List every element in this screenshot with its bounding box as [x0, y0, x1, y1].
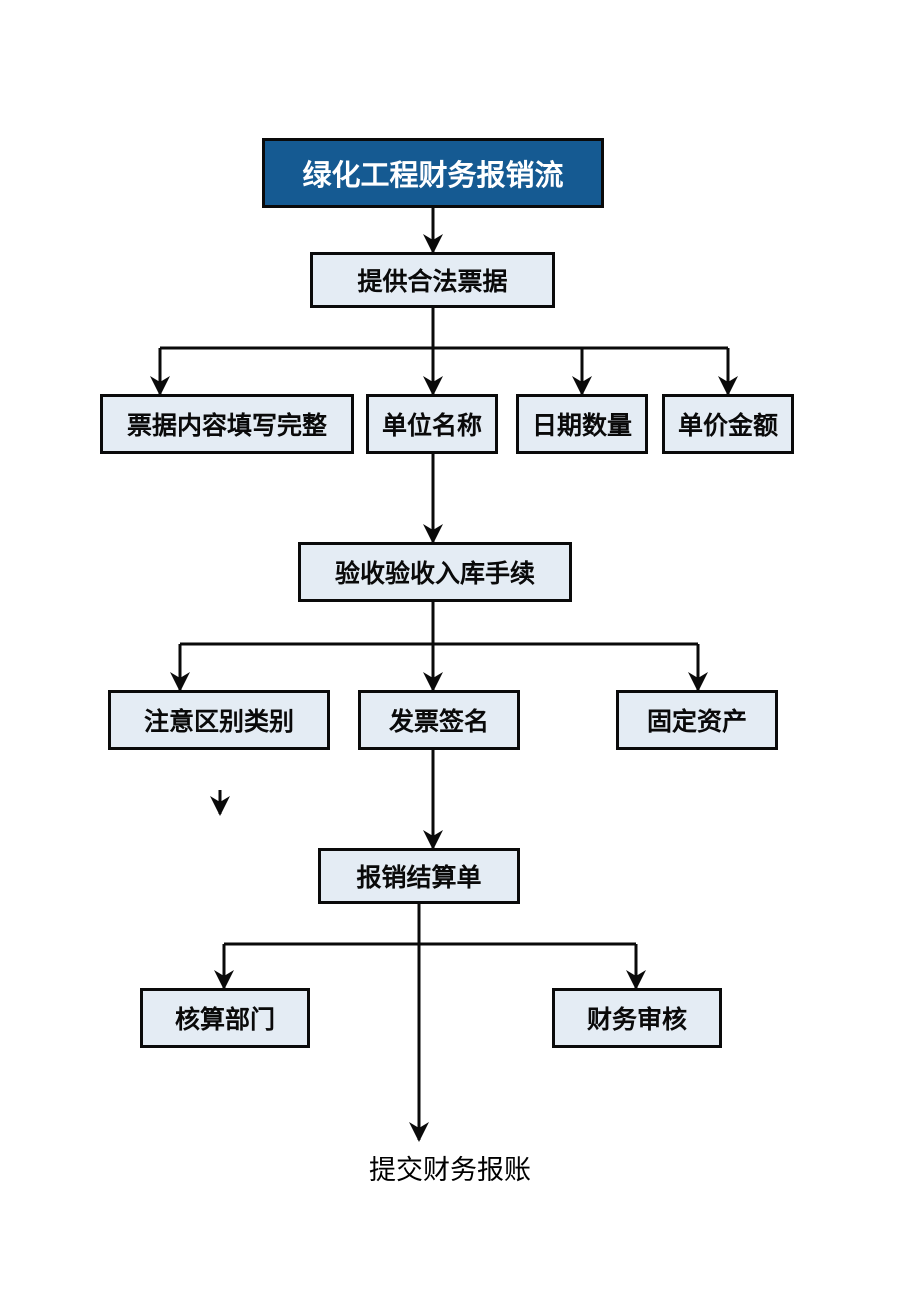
node-title: 绿化工程财务报销流 [262, 138, 604, 208]
node-acceptance-storage: 验收验收入库手续 [298, 542, 572, 602]
node-finance-review: 财务审核 [552, 988, 722, 1048]
node-fixed-assets: 固定资产 [616, 690, 778, 750]
node-category-distinction: 注意区别类别 [108, 690, 330, 750]
node-accounting-dept: 核算部门 [140, 988, 310, 1048]
node-receipt-content-complete: 票据内容填写完整 [100, 394, 354, 454]
node-label: 固定资产 [647, 702, 747, 738]
node-label: 注意区别类别 [144, 702, 294, 738]
node-provide-legal-receipts: 提供合法票据 [310, 252, 555, 308]
node-label: 日期数量 [532, 406, 632, 442]
flowchart-canvas: 绿化工程财务报销流 提供合法票据 票据内容填写完整 单位名称 日期数量 单价金额… [0, 0, 920, 1301]
node-label: 单价金额 [678, 406, 778, 442]
node-label: 验收验收入库手续 [335, 554, 535, 590]
node-label: 财务审核 [587, 1000, 687, 1036]
node-reimbursement-form: 报销结算单 [318, 848, 520, 904]
node-label: 发票签名 [389, 702, 489, 738]
node-title-label: 绿化工程财务报销流 [302, 152, 563, 194]
node-label: 报销结算单 [356, 858, 481, 894]
final-submit-text: 提交财务报账 [350, 1148, 550, 1187]
node-invoice-signature: 发票签名 [358, 690, 520, 750]
node-date-quantity: 日期数量 [516, 394, 648, 454]
node-unit-price-amount: 单价金额 [662, 394, 794, 454]
node-label: 单位名称 [382, 406, 482, 442]
final-label: 提交财务报账 [369, 1155, 531, 1185]
node-label: 票据内容填写完整 [127, 406, 327, 442]
node-label: 核算部门 [175, 1000, 275, 1036]
node-label: 提供合法票据 [357, 262, 507, 298]
node-org-name: 单位名称 [366, 394, 498, 454]
